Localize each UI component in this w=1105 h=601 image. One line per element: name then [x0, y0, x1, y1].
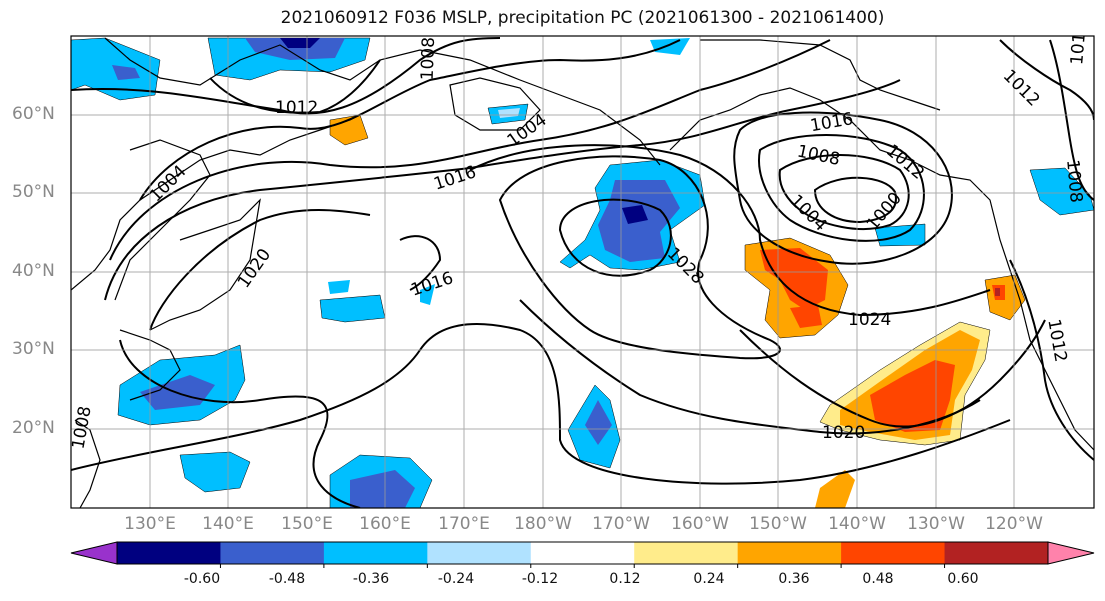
- colorbar-cell: [737, 542, 842, 564]
- isobar-label: 1012: [275, 98, 318, 118]
- lon-label: 130°E: [124, 514, 176, 534]
- lon-label: 180°W: [514, 514, 572, 534]
- lon-label: 170°W: [592, 514, 650, 534]
- lat-label: 60°N: [12, 104, 55, 124]
- colorbar-tick-label: 0.36: [778, 571, 810, 587]
- isobar-label: 1008: [418, 37, 439, 81]
- colorbar-tick-label: 0.60: [947, 571, 979, 587]
- colorbar-tick-label: 0.12: [609, 571, 641, 587]
- lon-label: 160°W: [671, 514, 729, 534]
- isobars: [71, 37, 1094, 508]
- colorbar: [70, 541, 1095, 568]
- lon-label: 120°W: [985, 514, 1043, 534]
- map-title: 2021060912 F036 MSLP, precipitation PC (…: [280, 8, 885, 28]
- precip-shading: [71, 37, 1094, 508]
- colorbar-tick-label: -0.24: [437, 571, 475, 587]
- lon-label: 140°W: [828, 514, 886, 534]
- colorbar-extend-min: [70, 541, 118, 565]
- isobar-label: 1024: [848, 310, 891, 330]
- lon-label: 170°E: [438, 514, 490, 534]
- colorbar-cell: [841, 542, 946, 564]
- colorbar-cell: [117, 542, 221, 564]
- isobar-label: 1008: [1062, 159, 1086, 204]
- graticule: [71, 36, 1094, 508]
- lat-label: 30°N: [12, 339, 55, 359]
- lat-label: 20°N: [12, 418, 55, 438]
- colorbar-tick-label: 0.24: [693, 571, 725, 587]
- colorbar-cell: [220, 542, 325, 564]
- map-frame: [70, 35, 1095, 509]
- lon-label: 140°E: [202, 514, 254, 534]
- colorbar-cell: [530, 542, 635, 564]
- colorbar-cell: [427, 542, 532, 564]
- lon-label: 150°W: [749, 514, 807, 534]
- isobar-label: 1020: [822, 423, 865, 443]
- isobar-label: 1016: [1067, 21, 1091, 66]
- colorbar-tick-label: -0.36: [352, 571, 390, 587]
- lon-label: 150°E: [281, 514, 333, 534]
- colorbar-cell: [634, 542, 739, 564]
- colorbar-tick-label: -0.60: [183, 571, 221, 587]
- colorbar-cell: [944, 542, 1049, 564]
- colorbar-tick-label: -0.48: [268, 571, 306, 587]
- colorbar-extend-max: [1047, 541, 1095, 565]
- lat-label: 50°N: [12, 182, 55, 202]
- lon-label: 160°E: [359, 514, 411, 534]
- colorbar-tick-label: -0.12: [521, 571, 559, 587]
- lon-label: 130°W: [907, 514, 965, 534]
- colorbar-tick-label: 0.48: [862, 571, 894, 587]
- lat-label: 40°N: [12, 261, 55, 281]
- colorbar-cell: [323, 542, 428, 564]
